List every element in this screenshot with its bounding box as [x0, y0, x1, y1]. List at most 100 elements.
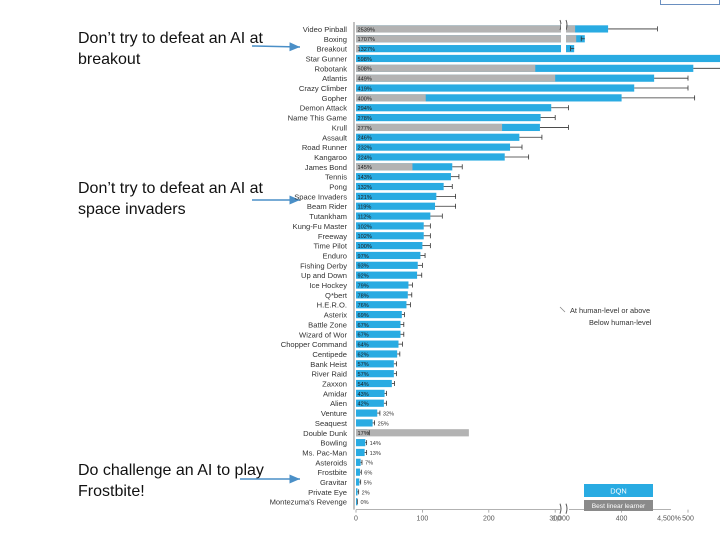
legend-dqn-label: DQN: [610, 487, 626, 496]
category-label: H.E.R.O.: [317, 301, 347, 310]
category-label: Road Runner: [302, 143, 348, 152]
percent-label: 25%: [378, 421, 389, 427]
linear-bar: [356, 35, 577, 43]
dqn-bar: [356, 143, 511, 151]
percent-label: 93%: [358, 264, 369, 270]
category-label: Beam Rider: [307, 202, 348, 211]
dqn-bar: [356, 133, 520, 141]
category-label: Tennis: [325, 173, 347, 182]
dqn-bar: [356, 261, 418, 269]
category-label: Krull: [332, 123, 348, 132]
x-tick-label: 200: [483, 516, 495, 523]
category-label: Robotank: [314, 64, 347, 73]
category-label: Ms. Pac-Man: [302, 448, 347, 457]
percent-label: 143%: [358, 175, 372, 181]
category-label: Double Dunk: [303, 429, 347, 438]
category-label: Amidar: [323, 389, 348, 398]
category-label: Venture: [321, 409, 347, 418]
dqn-bar: [356, 448, 365, 457]
dqn-bar: [356, 458, 361, 466]
dqn-bar: [356, 468, 360, 476]
percent-label: 17%: [358, 431, 369, 437]
percent-label: 54%: [358, 382, 369, 388]
corner-tab: [660, 0, 720, 5]
linear-bar: [356, 123, 503, 132]
percent-label: 100%: [358, 244, 372, 250]
dqn-bar: [356, 94, 622, 102]
category-label: Video Pinball: [303, 25, 348, 34]
percent-label: 1707%: [358, 37, 375, 43]
percent-label: 1327%: [358, 47, 375, 53]
legend-above: At human-level or above: [570, 306, 650, 315]
legend-below: Below human-level: [589, 318, 652, 327]
percent-label: 224%: [358, 155, 372, 161]
dqn-bar: [356, 310, 402, 319]
axis-break-mark: [559, 503, 562, 514]
category-label: James Bond: [305, 163, 347, 172]
category-label: Freeway: [318, 232, 347, 241]
percent-label: 145%: [358, 165, 372, 171]
category-label: Demon Attack: [300, 104, 347, 113]
dqn-bar: [356, 113, 541, 122]
percent-label: 92%: [358, 274, 369, 280]
x-tick-label: 300: [549, 516, 561, 523]
category-label: Gopher: [322, 94, 348, 103]
percent-label: 400%: [358, 96, 372, 102]
percent-label: 598%: [358, 57, 372, 63]
category-label: Space Invaders: [294, 192, 347, 201]
category-label: Up and Down: [301, 271, 347, 280]
arrow-breakout: [251, 42, 301, 52]
legend-dqn-swatch: [584, 484, 653, 497]
legend-leader: [559, 306, 566, 313]
linear-bar: [356, 163, 413, 171]
percent-label: 7%: [365, 461, 373, 467]
percent-label: 508%: [358, 67, 372, 73]
category-label: Assault: [322, 133, 348, 142]
dqn-bar: [356, 478, 360, 486]
percent-label: 6%: [364, 471, 372, 477]
dqn-bar: [356, 488, 358, 496]
annotation-breakout: Don’t try to defeat an AI at breakout: [78, 30, 263, 68]
axis-break-mark: [565, 19, 568, 31]
category-label: Frostbite: [317, 468, 347, 477]
percent-label: 2%: [362, 490, 370, 496]
percent-label: 232%: [358, 146, 372, 152]
dqn-bar: [356, 192, 437, 200]
dqn-bar: [356, 281, 409, 289]
percent-label: 132%: [358, 185, 372, 191]
percent-label: 102%: [358, 234, 372, 240]
percent-label: 79%: [358, 283, 369, 289]
dqn-bar: [356, 232, 424, 240]
percent-label: 57%: [358, 372, 369, 378]
category-label: Private Eye: [308, 488, 347, 497]
dqn-bar: [356, 271, 418, 279]
category-label: Time Pilot: [314, 242, 348, 251]
category-label: Battle Zone: [308, 320, 347, 329]
dqn-bar: [356, 182, 444, 191]
dqn-bar: [356, 320, 401, 329]
dqn-bar: [356, 45, 575, 53]
percent-label: 64%: [358, 343, 369, 349]
dqn-bar: [356, 153, 505, 161]
category-label: Pong: [329, 183, 347, 192]
x-tick-label: 100: [417, 516, 429, 523]
percent-label: 43%: [358, 392, 369, 398]
percent-label: 62%: [358, 352, 369, 358]
percent-label: 76%: [358, 303, 369, 309]
percent-label: 449%: [358, 77, 372, 83]
x-tick-label: 400: [616, 516, 628, 523]
category-label: Atlantis: [322, 74, 347, 83]
percent-label: 42%: [358, 402, 369, 408]
category-label: Gravitar: [320, 478, 347, 487]
dqn-bar: [356, 379, 392, 388]
percent-label: 121%: [358, 195, 372, 201]
category-label: Bowling: [320, 439, 347, 448]
dqn-bar: [356, 350, 398, 358]
dqn-bar: [356, 222, 424, 230]
category-label: Montezuma's Revenge: [270, 498, 347, 507]
legend-linear-swatch: [584, 500, 653, 511]
category-label: Star Gunner: [306, 54, 348, 63]
linear-bar: [356, 45, 360, 53]
dqn-bar: [356, 202, 436, 210]
